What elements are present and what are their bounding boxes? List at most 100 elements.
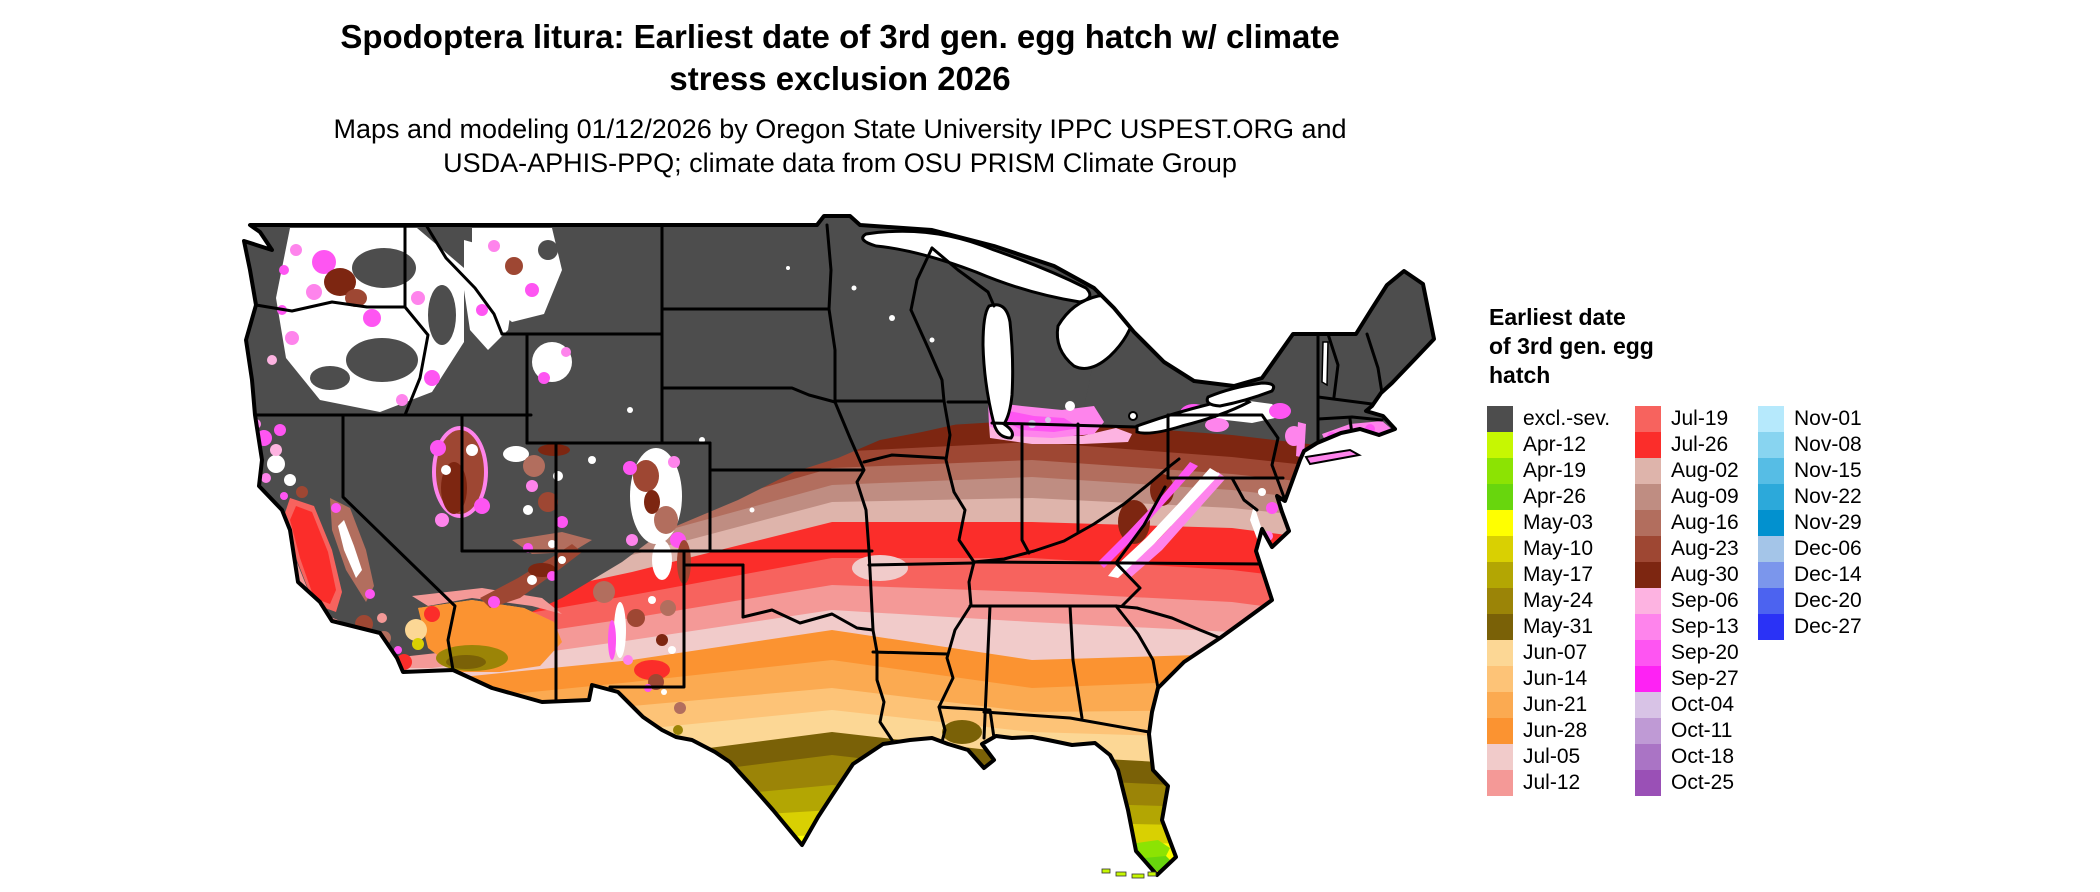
legend-item: Aug-30 [1635, 562, 1739, 588]
legend-item: Jun-07 [1487, 640, 1610, 666]
legend-label: Jul-19 [1671, 407, 1729, 430]
legend-label: Aug-02 [1671, 459, 1739, 482]
subtitle-line2: USDA-APHIS-PPQ; climate data from OSU PR… [443, 148, 1237, 178]
legend-label: Aug-09 [1671, 485, 1739, 508]
legend-swatch [1758, 588, 1784, 614]
legend-label: May-10 [1523, 537, 1594, 560]
legend-label: Jun-14 [1523, 667, 1588, 690]
ozark-patch [852, 555, 908, 581]
legend-label: excl.-sev. [1523, 407, 1611, 430]
legend-swatch [1487, 718, 1513, 744]
page-title-line1: Spodoptera litura: Earliest date of 3rd … [340, 18, 1340, 55]
us-map-svg [242, 214, 1436, 879]
legend-item: Nov-08 [1758, 432, 1862, 458]
lake-champlain [1321, 341, 1329, 387]
legend-item: Dec-14 [1758, 562, 1862, 588]
state-borders [253, 223, 1384, 744]
legend-swatch [1487, 770, 1513, 796]
legend-label: Jun-07 [1523, 641, 1588, 664]
legend-swatch [1635, 510, 1661, 536]
legend-swatch [1758, 406, 1784, 432]
legend-title-line3: hatch [1489, 362, 1551, 388]
legend-label: May-17 [1523, 563, 1594, 586]
legend-swatch [1487, 562, 1513, 588]
legend-label: May-31 [1523, 615, 1594, 638]
legend-swatch [1487, 432, 1513, 458]
legend-swatch [1487, 484, 1513, 510]
legend-label: Oct-11 [1671, 719, 1733, 742]
legend-item: Dec-06 [1758, 536, 1862, 562]
subtitle-line1: Maps and modeling 01/12/2026 by Oregon S… [333, 114, 1347, 144]
legend-label: May-03 [1523, 511, 1594, 534]
michigan-september-band [988, 401, 1132, 444]
legend-item: Oct-11 [1635, 718, 1739, 744]
legend-swatch [1487, 536, 1513, 562]
legend-item: Aug-16 [1635, 510, 1739, 536]
legend-item: Jul-26 [1635, 432, 1739, 458]
legend-swatch [1487, 458, 1513, 484]
legend-item: Nov-22 [1758, 484, 1862, 510]
conus-map [232, 210, 1445, 885]
legend-title-line2: of 3rd gen. egg [1489, 333, 1654, 359]
legend-swatch [1635, 692, 1661, 718]
legend-swatch [1487, 666, 1513, 692]
legend-item: Jul-12 [1487, 770, 1610, 796]
page-title-line2: stress exclusion 2026 [669, 60, 1011, 97]
legend-swatch [1758, 458, 1784, 484]
lake-michigan [981, 303, 1015, 440]
legend-swatch [1487, 692, 1513, 718]
legend-label: Apr-26 [1523, 485, 1587, 508]
legend-swatch [1635, 432, 1661, 458]
legend-swatch [1635, 640, 1661, 666]
legend-swatch [1635, 562, 1661, 588]
legend-label: Apr-12 [1523, 433, 1587, 456]
legend-column-1: excl.-sev. Apr-12 Apr-19 Apr-26 May-03 May-10… [1487, 406, 1610, 796]
legend-swatch [1758, 562, 1784, 588]
legend-item: Jun-14 [1487, 666, 1610, 692]
legend-item: Sep-13 [1635, 614, 1739, 640]
florida-keys [1101, 868, 1157, 879]
legend-label: Nov-01 [1794, 407, 1862, 430]
legend-swatch [1487, 614, 1513, 640]
legend-swatch [1635, 744, 1661, 770]
legend-item: excl.-sev. [1487, 406, 1610, 432]
legend-label: Dec-20 [1794, 589, 1862, 612]
legend-swatch [1635, 536, 1661, 562]
subtitle: Maps and modeling 01/12/2026 by Oregon S… [0, 112, 1680, 180]
legend-label: Jul-26 [1671, 433, 1729, 456]
legend-label: Sep-27 [1671, 667, 1739, 690]
legend-item: Apr-19 [1487, 458, 1610, 484]
legend-item: Sep-06 [1635, 588, 1739, 614]
us-outline [242, 214, 1436, 877]
legend-label: Aug-16 [1671, 511, 1739, 534]
legend-item: Jul-19 [1635, 406, 1739, 432]
legend-label: Jun-28 [1523, 719, 1588, 742]
legend-swatch [1487, 744, 1513, 770]
delta-olive-patch [942, 720, 982, 744]
legend-label: Nov-29 [1794, 511, 1862, 534]
legend-label: Jul-05 [1523, 745, 1581, 768]
legend-label: Jun-21 [1523, 693, 1588, 716]
legend-item: Oct-25 [1635, 770, 1739, 796]
long-island [1304, 448, 1362, 466]
legend-item: Jun-21 [1487, 692, 1610, 718]
legend-label: Sep-20 [1671, 641, 1739, 664]
legend-label: Dec-06 [1794, 537, 1862, 560]
legend-label: Apr-19 [1523, 459, 1587, 482]
legend-swatch [1758, 614, 1784, 640]
pnw-mottle [267, 228, 464, 412]
legend-swatch [1487, 406, 1513, 432]
legend-item: May-31 [1487, 614, 1610, 640]
legend-swatch [1758, 536, 1784, 562]
legend-swatch [1758, 510, 1784, 536]
legend-label: Dec-14 [1794, 563, 1862, 586]
legend-swatch [1487, 510, 1513, 536]
legend-column-2: Jul-19 Jul-26 Aug-02 Aug-09 Aug-16 Aug-23 Aug-… [1635, 406, 1739, 796]
legend-item: Oct-04 [1635, 692, 1739, 718]
legend-label: Jul-12 [1523, 771, 1581, 794]
legend-item: Nov-29 [1758, 510, 1862, 536]
legend-label: Sep-06 [1671, 589, 1739, 612]
legend-item: May-10 [1487, 536, 1610, 562]
legend-swatch [1487, 640, 1513, 666]
legend-item: Nov-15 [1758, 458, 1862, 484]
